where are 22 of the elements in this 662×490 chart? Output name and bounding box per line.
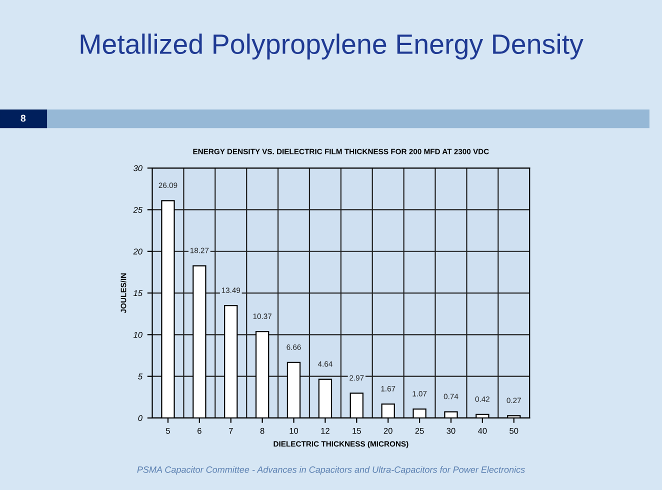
y-tick-label: 10	[133, 332, 142, 338]
x-tick-label: 25	[415, 428, 424, 434]
y-tick-label: 0	[138, 415, 142, 422]
x-tick-label: 40	[478, 428, 487, 434]
x-tick-label: 10	[290, 428, 298, 434]
x-tick-label: 15	[352, 428, 361, 434]
y-tick-label: 15	[133, 290, 143, 296]
x-tick-label: 30	[446, 428, 456, 434]
y-tick-label: 25	[133, 206, 143, 213]
x-tick-label: 7	[228, 428, 233, 434]
x-tick-label: 12	[321, 428, 330, 434]
x-tick-label: 5	[166, 428, 170, 434]
y-tick-label: 20	[133, 248, 142, 254]
y-tick-label: 30	[133, 165, 142, 172]
text: PSMA Capacitor Committee - Advances in Capacitors and Ultra-Capacitors for Power Electronics	[137, 466, 525, 475]
x-tick-label: 6	[198, 428, 202, 434]
x-tick-label: 20	[384, 428, 392, 434]
y-tick-label: 5	[138, 374, 143, 380]
chart-title: Metallized Polypropylene Energy Density	[80, 34, 584, 60]
x-tick-label: 8	[260, 428, 264, 434]
text: 8	[20, 114, 26, 122]
x-tick-label: 50	[510, 428, 518, 434]
